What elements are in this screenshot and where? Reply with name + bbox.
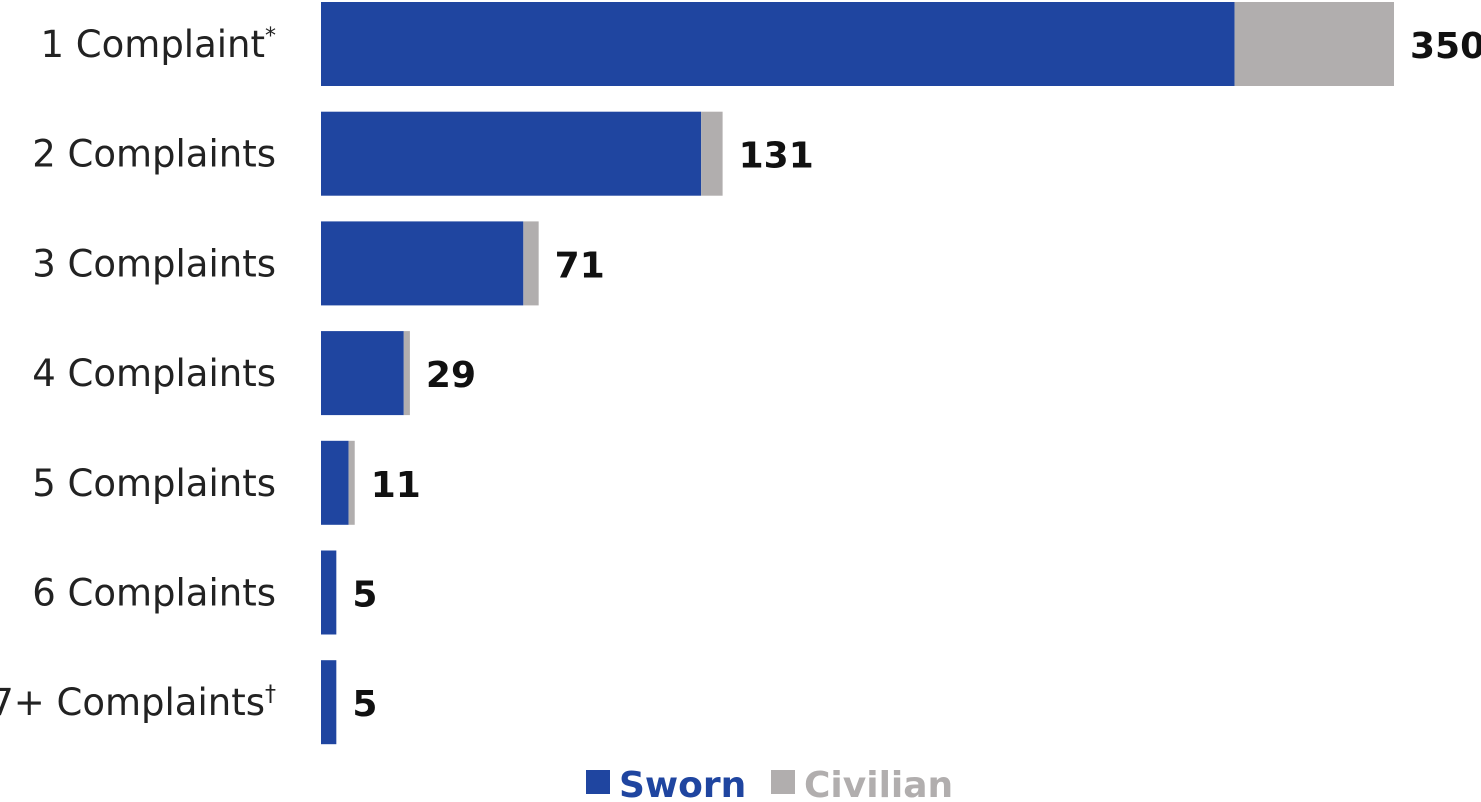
category-label: 3 Complaints (32, 242, 276, 285)
bar-total-label: 5 (352, 684, 377, 725)
category-label: 5 Complaints (32, 462, 276, 505)
chart-rows: 1 Complaint* 350 2 Complaints 131 3 Complain… (0, 2, 1481, 745)
bar-sworn (321, 331, 404, 416)
bar-sworn (321, 550, 337, 635)
category-label-text: 3 Complaints (32, 242, 276, 285)
bar-civilian (523, 221, 539, 306)
bar-row: 6 Complaints 5 (32, 550, 377, 635)
bar-sworn (321, 2, 1235, 86)
bar-row: 4 Complaints 29 (32, 331, 476, 416)
category-label-text: 6 Complaints (32, 572, 276, 615)
bar-civilian (348, 440, 355, 525)
bar-sworn (321, 221, 524, 306)
category-label: 1 Complaint* (41, 23, 277, 66)
legend-swatch-civilian (771, 770, 795, 794)
legend-swatch-sworn (586, 770, 610, 794)
bar-civilian (403, 331, 410, 416)
bar-total-label: 5 (352, 575, 377, 616)
category-label: 4 Complaints (32, 352, 276, 395)
category-footnote-mark: † (265, 682, 276, 707)
bar-row: 3 Complaints 71 (32, 221, 605, 306)
bar-sworn (321, 111, 702, 196)
category-label-text: 2 Complaints (32, 133, 276, 176)
legend-label-sworn: Sworn (619, 765, 746, 802)
bar-row: 1 Complaint* 350 (41, 2, 1481, 86)
bar-civilian (701, 111, 723, 196)
category-label-text: 5 Complaints (32, 462, 276, 505)
bar-total-label: 11 (371, 465, 421, 506)
category-label-text: 7+ Complaints (0, 681, 265, 724)
bar-sworn (321, 660, 337, 745)
bar-row: 7+ Complaints† 5 (0, 660, 377, 745)
category-label-text: 4 Complaints (32, 352, 276, 395)
category-label: 6 Complaints (32, 572, 276, 615)
bar-total-label: 350 (1410, 26, 1481, 67)
bar-sworn (321, 440, 349, 525)
bar-total-label: 131 (739, 136, 814, 177)
bar-row: 5 Complaints 11 (32, 440, 421, 525)
bar-total-label: 71 (555, 245, 605, 286)
bar-total-label: 29 (426, 355, 476, 396)
legend-label-civilian: Civilian (804, 765, 953, 802)
bar-row: 2 Complaints 131 (32, 111, 814, 196)
category-footnote-mark: * (265, 24, 276, 49)
bar-civilian (1234, 2, 1394, 86)
category-label: 2 Complaints (32, 133, 276, 176)
category-label-text: 1 Complaint (41, 23, 266, 66)
chart-legend: Sworn Civilian (586, 765, 953, 802)
category-label: 7+ Complaints† (0, 681, 276, 724)
